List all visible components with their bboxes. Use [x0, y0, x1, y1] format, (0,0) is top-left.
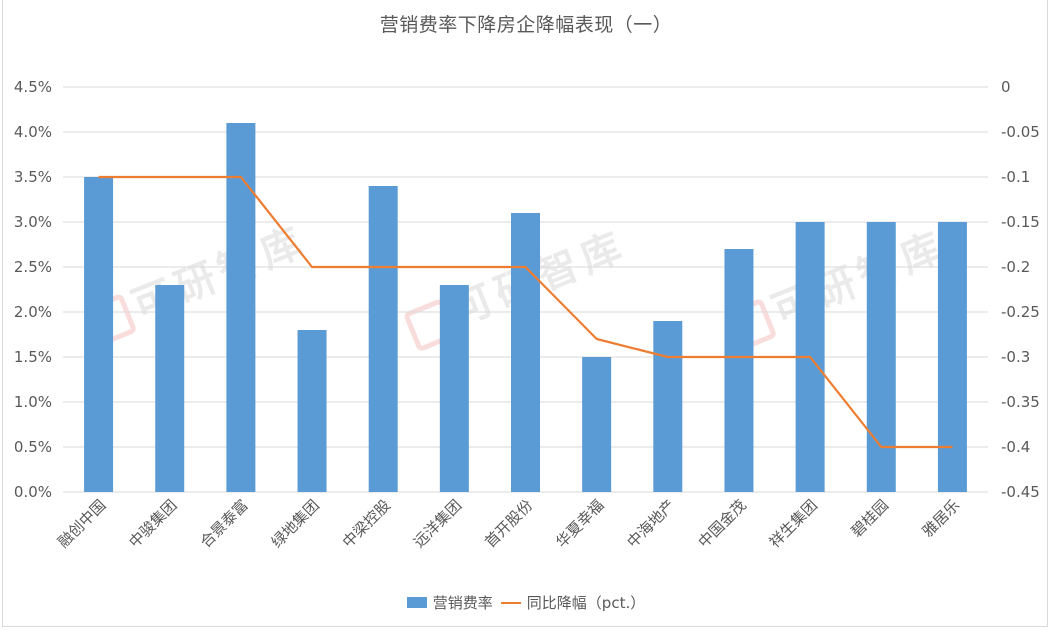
right-tick-label: 0	[1001, 78, 1011, 96]
bar	[439, 285, 469, 492]
category-label: 中骏集团	[125, 496, 180, 551]
bar-series	[84, 123, 967, 492]
bar	[155, 285, 185, 492]
left-tick-label: 2.5%	[14, 258, 52, 276]
bar	[653, 321, 683, 492]
left-tick-label: 1.0%	[14, 393, 52, 411]
bar	[84, 177, 114, 492]
bar	[866, 222, 896, 492]
right-tick-label: -0.05	[1001, 123, 1040, 141]
category-label: 华夏幸福	[552, 496, 607, 551]
category-label: 首开股份	[481, 496, 536, 551]
legend: 营销费率 同比降幅（pct.）	[0, 592, 1052, 613]
bar	[226, 123, 256, 492]
category-label: 祥生集团	[766, 496, 821, 551]
category-label: 中海地产	[623, 496, 678, 551]
category-label: 中梁控股	[339, 496, 394, 551]
category-label: 绿地集团	[268, 496, 323, 551]
category-label: 远洋集团	[410, 496, 465, 551]
left-tick-label: 3.5%	[14, 168, 52, 186]
category-label: 中国金茂	[695, 496, 750, 551]
bar	[724, 249, 754, 492]
category-axis: 融创中国 中骏集团 合景泰富 绿地集团 中梁控股 远洋集团 首开股份 华夏幸福 中海地产 中国金茂…	[54, 496, 963, 551]
right-tick-label: -0.2	[1001, 258, 1030, 276]
legend-item-bar: 营销费率	[406, 592, 493, 613]
bar-swatch-icon	[406, 597, 427, 608]
right-axis: 0 -0.05 -0.1 -0.15 -0.2 -0.25 -0.3 -0.35 -0.4 -0.…	[1001, 78, 1040, 501]
bar	[582, 357, 612, 492]
line-swatch-icon	[500, 601, 521, 604]
left-tick-label: 4.5%	[14, 78, 52, 96]
chart-title: 营销费率下降房企降幅表现（一）	[379, 14, 673, 36]
right-tick-label: -0.35	[1001, 393, 1040, 411]
left-axis: 4.5% 4.0% 3.5% 3.0% 2.5% 2.0% 1.5% 1.0% 0.5% 0.0%	[14, 78, 52, 501]
bar	[368, 186, 398, 492]
right-tick-label: -0.1	[1001, 168, 1030, 186]
bar	[297, 330, 327, 492]
category-label: 雅居乐	[919, 496, 964, 541]
category-label: 合景泰富	[197, 496, 252, 551]
left-tick-label: 4.0%	[14, 123, 52, 141]
left-tick-label: 0.0%	[14, 483, 52, 501]
right-tick-label: -0.45	[1001, 483, 1040, 501]
bar	[511, 213, 540, 492]
category-label: 融创中国	[54, 496, 109, 551]
left-tick-label: 1.5%	[14, 348, 52, 366]
left-tick-label: 0.5%	[14, 438, 52, 456]
left-tick-label: 2.0%	[14, 303, 52, 321]
right-tick-label: -0.25	[1001, 303, 1040, 321]
legend-item-line: 同比降幅（pct.）	[500, 592, 645, 613]
line-series	[98, 175, 953, 449]
left-tick-label: 3.0%	[14, 213, 52, 231]
bar	[937, 222, 967, 492]
trend-line	[98, 175, 953, 449]
right-tick-label: -0.3	[1001, 348, 1030, 366]
right-tick-label: -0.4	[1001, 438, 1030, 456]
category-label: 碧桂园	[848, 496, 893, 541]
right-tick-label: -0.15	[1001, 213, 1040, 231]
